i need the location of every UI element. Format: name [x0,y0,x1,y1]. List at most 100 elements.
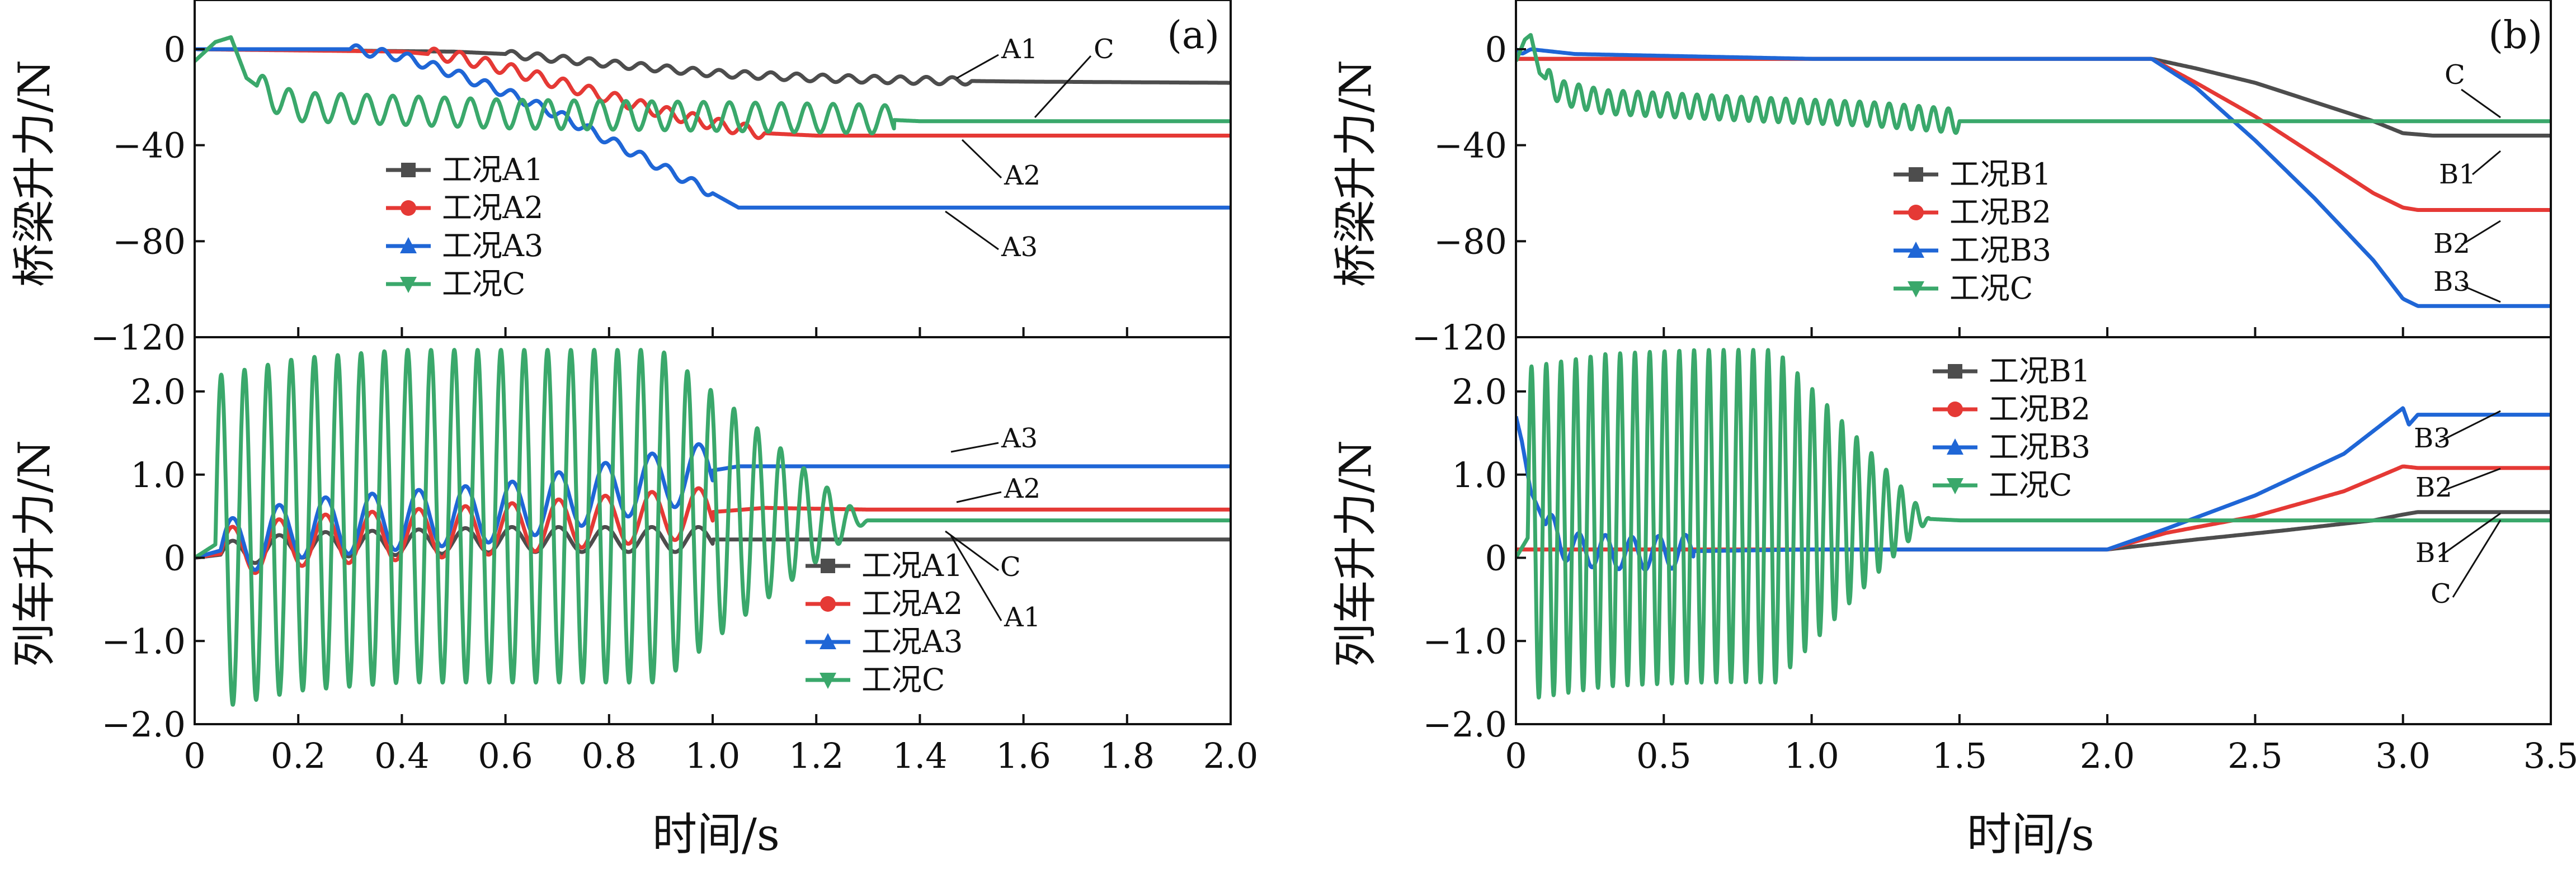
series-group [195,35,1231,210]
series-line-工况B1 [1516,510,2551,552]
legend-b-bottom: 工况B1 工况B2 工况B3 工况C [1989,353,2090,503]
legend-a-top-item: 工况A1 [442,152,543,187]
annotation-leader [2472,150,2501,176]
legend-a-bottom-item: 工况A3 [861,624,963,659]
annotation-label: A2 [1004,160,1040,191]
annotation-leader [2461,88,2501,119]
series-line-工况A1 [195,47,1231,87]
annotation-label: A1 [1004,602,1040,633]
annotation-label: B1 [2415,537,2452,569]
legend-marker [821,559,835,573]
legend-b-top-item: 工况B1 [1949,157,2051,192]
x-tick-label: 0.8 [581,735,637,776]
annotation-leader [956,491,1002,503]
x-tick-label: 0 [1505,735,1527,776]
x-tick-label: 2.0 [1203,735,1259,776]
legend-b-top-item: 工况B2 [1949,195,2051,230]
x-axis-label-b: 时间/s [1967,809,2094,861]
y-tick-label: 0 [1485,29,1507,70]
y-axis-label-a-bottom: 列车升力/N [10,440,60,668]
series-line-工况A3 [195,43,1231,210]
y-tick-label: −40 [1434,125,1507,166]
legend-b-top: 工况B1 工况B2 工况B3 工况C [1949,157,2051,306]
legend-a-top: 工况A1 工况A2 工况A3 工况C [442,152,543,301]
series-line-工况C [195,35,1231,135]
x-tick-label: 1.0 [1784,735,1839,776]
y-tick-label: 2.0 [130,371,186,412]
x-tick-label: 0 [183,735,205,776]
y-tick-label: 0 [1485,538,1507,579]
series-line-工况A2 [195,486,1231,575]
legend-marker [820,596,836,612]
chart-a-bottom: 2.01.00−1.0−2.00 0.2 0.4 0.6 0.8 1.0 1.2 1.4 1.6… [101,336,1259,776]
x-tick-label: 0.5 [1636,735,1692,776]
annotation-label: C [1000,551,1021,583]
panel-label-a: (a) [1167,13,1219,58]
legend-marker [820,673,836,689]
series-line-工况C [1516,33,2551,135]
x-tick-label: 1.6 [996,735,1051,776]
annotation-label: C [2445,59,2465,91]
legend-a-bottom-item: 工况A2 [861,586,963,621]
annotation-label: C [2431,578,2451,610]
annotation-leader [950,535,1002,621]
legend-a-top-item: 工况A3 [442,228,543,263]
panel-label-b: (b) [2488,13,2542,58]
annotation-leader [945,210,999,251]
plot-frame [1515,336,2552,725]
annotation-leader [961,139,1002,179]
annotation-label: B2 [2415,472,2452,503]
annotation-leader [2461,220,2501,246]
legend-b-top-item: 工况B3 [1949,233,2051,268]
legend-marker [820,633,836,649]
legend-marker [1908,205,1924,220]
legend-marker [1948,364,1962,379]
series-group [195,348,1231,707]
x-tick-label: 2.5 [2227,735,2283,776]
annotation-label: B2 [2433,228,2470,259]
legend-b-top-item: 工况C [1949,271,2033,306]
x-tick-label: 1.0 [685,735,741,776]
annotation-label: B3 [2433,266,2470,297]
y-axis-label-a-top: 桥梁升力/N [10,60,60,287]
legend-a-top-item: 工况A2 [442,190,543,225]
x-axis-label-a: 时间/s [652,809,780,861]
legend-marker [1947,478,1963,494]
x-tick-label: 0.2 [271,735,326,776]
legend-a-bottom: 工况A1 工况A2 工况A3 工况C [861,548,963,697]
series-group [1516,33,2551,308]
legend-marker [1947,438,1963,455]
y-tick-label: −1.0 [1423,621,1507,662]
chart-b-top: 0 −40 −80 −120 [1412,0,2552,358]
chart-b-bottom: 2.01.00−1.0−2.00 0.5 1.0 1.5 2.0 2.5 3.0 3.5 [1423,336,2576,776]
legend-a-bottom-item: 工况C [861,662,945,697]
x-tick-label: 1.8 [1099,735,1155,776]
annotations-b-top: C B1 B2 B3 [2433,59,2476,297]
y-axis-label-b-top: 桥梁升力/N [1331,60,1381,287]
annotation-label: A3 [1001,232,1038,263]
annotation-leader [956,54,999,79]
x-tick-label: 1.2 [789,735,844,776]
annotation-leader [2438,512,2501,558]
y-tick-label: −120 [1412,317,1507,358]
annotation-label: A3 [1001,423,1038,454]
annotation-leader [945,530,999,572]
x-tick-label: 0.4 [374,735,430,776]
legend-marker [401,200,416,216]
x-tick-label: 3.5 [2523,735,2576,776]
series-line-工况B3 [1516,47,2551,308]
legend-a-top-item: 工况C [442,266,525,301]
y-tick-label: 1.0 [130,455,186,495]
annotation-leader [950,442,999,453]
annotations-b-bottom: B3 B2 B1 C [2414,423,2452,610]
y-axis-label-b-bottom: 列车升力/N [1331,440,1381,668]
x-tick-label: 2.0 [2080,735,2135,776]
y-tick-label: −2.0 [101,704,186,745]
legend-b-bottom-item: 工况B1 [1989,353,2090,389]
legend-b-bottom-item: 工况B2 [1989,391,2090,427]
x-tick-label: 1.4 [892,735,948,776]
y-tick-label: −40 [112,125,186,166]
annotations-a-top: A1 C A2 A3 [1001,34,1114,263]
annotation-label: A2 [1004,473,1040,504]
